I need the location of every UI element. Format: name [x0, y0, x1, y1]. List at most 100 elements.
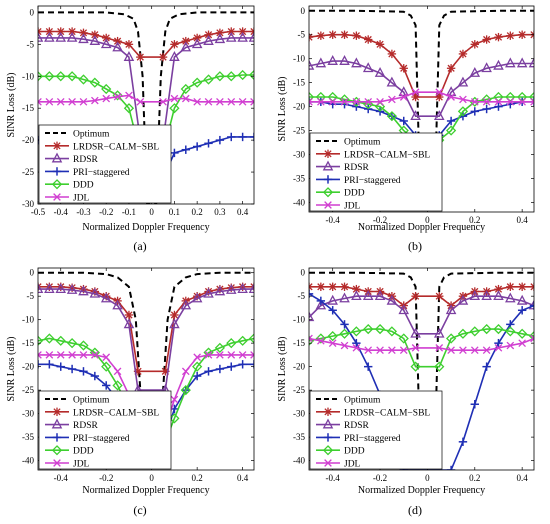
data-point [445, 333, 457, 344]
data-point [124, 310, 134, 320]
data-point [101, 83, 112, 95]
data-point [44, 71, 55, 82]
data-point [68, 97, 76, 106]
series-line-0 [38, 11, 254, 204]
x-tick-label: 0.4 [237, 207, 249, 217]
data-point [180, 299, 192, 310]
legend-marker [53, 193, 61, 201]
data-point [410, 327, 421, 338]
data-point [327, 55, 338, 65]
x-tick-label: -0.2 [373, 215, 387, 225]
data-point [433, 110, 445, 121]
data-point [447, 346, 455, 355]
x-tick-label: 0.2 [192, 207, 203, 217]
data-point [351, 96, 362, 107]
data-point [506, 97, 515, 106]
data-point [38, 31, 44, 42]
data-point [399, 116, 408, 126]
legend-entry: JDL [344, 460, 361, 470]
data-point [433, 327, 445, 338]
data-point [482, 104, 491, 114]
data-point [339, 292, 350, 303]
data-point [386, 294, 398, 305]
data-point [470, 400, 479, 409]
legend-entry: RDSR [344, 421, 369, 431]
data-point [226, 71, 237, 82]
data-point [352, 344, 361, 352]
data-point [469, 326, 480, 337]
data-point [364, 35, 373, 44]
data-point [38, 283, 44, 293]
axes-box [308, 5, 535, 213]
y-tick-label: -20 [22, 362, 34, 372]
legend-marker [322, 445, 334, 456]
data-point [529, 301, 534, 310]
y-tick-label: -30 [293, 409, 305, 419]
data-point [363, 99, 374, 110]
data-point [505, 292, 516, 303]
data-point [125, 91, 133, 100]
data-point [227, 132, 236, 142]
data-point [481, 94, 492, 105]
data-point [102, 353, 111, 362]
y-tick-label: -15 [22, 103, 34, 113]
data-point [181, 367, 190, 376]
data-point [169, 51, 180, 61]
data-point [79, 367, 88, 376]
data-point [248, 31, 254, 42]
data-point [435, 291, 444, 301]
series-line-0 [309, 9, 534, 204]
legend-marker [53, 459, 61, 467]
data-point [38, 71, 44, 82]
y-axis-label: SINR Loss (dB) [6, 336, 17, 401]
data-point [315, 333, 326, 344]
legend-entry: PRI−staggered [344, 176, 401, 186]
data-point [136, 52, 145, 62]
data-point [45, 360, 54, 369]
data-point [374, 323, 386, 335]
legend: Optimum LRDSR−CALM−SBL RDSR PRI−staggered DD… [38, 390, 172, 470]
data-point [158, 52, 168, 62]
data-point [237, 283, 248, 293]
data-point [398, 333, 409, 344]
legend-entry: Optimum [73, 130, 110, 140]
data-point [386, 111, 398, 122]
y-tick-label: -25 [22, 167, 34, 177]
data-point [398, 304, 410, 315]
panel-label: (c) [133, 503, 146, 517]
data-point [89, 347, 100, 358]
data-point [38, 351, 42, 359]
data-point [203, 287, 214, 298]
y-tick-label: -40 [293, 197, 305, 207]
data-point [506, 31, 515, 40]
data-point [181, 94, 190, 103]
data-point [410, 110, 421, 121]
data-point [180, 83, 191, 95]
data-point [364, 346, 373, 355]
data-point [193, 97, 201, 106]
data-point [55, 283, 67, 293]
data-point [470, 346, 479, 355]
data-point [113, 36, 122, 46]
legend-entry: Optimum [73, 396, 110, 406]
data-point [457, 106, 469, 117]
x-axis-label: Normalized Doppler Frequency [82, 222, 209, 233]
data-point [79, 97, 88, 106]
data-point [100, 292, 112, 303]
data-point [386, 326, 398, 337]
data-point [89, 35, 101, 45]
data-point [55, 31, 67, 42]
legend-entry: JDL [73, 194, 90, 204]
y-tick-label: -15 [22, 338, 34, 348]
legend-entry: Optimum [344, 396, 381, 406]
data-point [38, 97, 42, 106]
x-axis-label: Normalized Doppler Frequency [82, 485, 209, 496]
data-point [66, 283, 78, 294]
legend-entry: DDD [344, 447, 365, 457]
data-point [225, 31, 237, 42]
data-point [505, 326, 516, 337]
data-point [44, 283, 55, 293]
panel-label: (b) [408, 239, 422, 253]
data-point [136, 97, 145, 106]
